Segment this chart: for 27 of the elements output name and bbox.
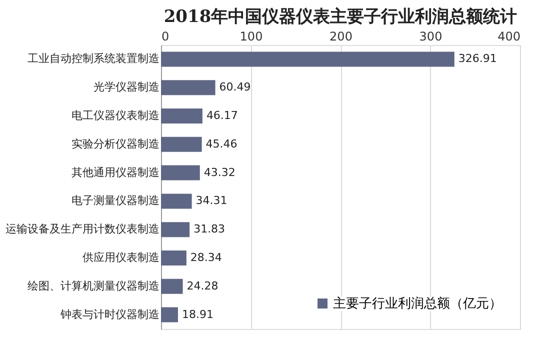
y-tick-label: 电工仪器仪表制造 [72,109,160,122]
x-tick-label: 200 [330,30,352,44]
data-label: 31.83 [194,222,226,236]
x-tick-label: 100 [240,30,263,44]
data-label: 24.28 [186,279,218,292]
y-tick-label: 供应用仪表制造 [82,251,160,264]
data-label: 28.34 [190,251,222,264]
data-label: 45.46 [206,137,238,150]
x-tick-label: 400 [498,30,520,44]
data-label: 46.17 [206,109,238,122]
y-tick-label: 光学仪器制造 [94,80,160,94]
y-tick-label: 绘图、计算机测量仪器制造 [28,279,160,292]
legend-label: 主要子行业利润总额（亿元） [333,296,502,312]
y-tick-label: 钟表与计时仪器制造 [60,308,160,321]
data-label: 34.31 [196,194,228,208]
data-label: 18.91 [182,308,214,321]
y-tick-label: 实验分析仪器制造 [72,137,160,150]
x-tick-label: 300 [419,30,442,44]
x-tick-label: 0 [162,30,170,44]
data-label: 43.32 [204,166,236,179]
data-label: 60.49 [219,80,251,94]
y-tick-label: 电子测量仪器制造 [72,194,160,208]
chart-title: 2018年中国仪器仪表主要子行业利润总额统计 [164,7,518,27]
data-label: 326.91 [458,52,497,66]
y-tick-label: 其他通用仪器制造 [72,166,160,179]
y-tick-label: 运输设备及生产用计数仪表制造 [6,222,160,236]
y-tick-label: 工业自动控制系统装置制造 [28,52,160,66]
